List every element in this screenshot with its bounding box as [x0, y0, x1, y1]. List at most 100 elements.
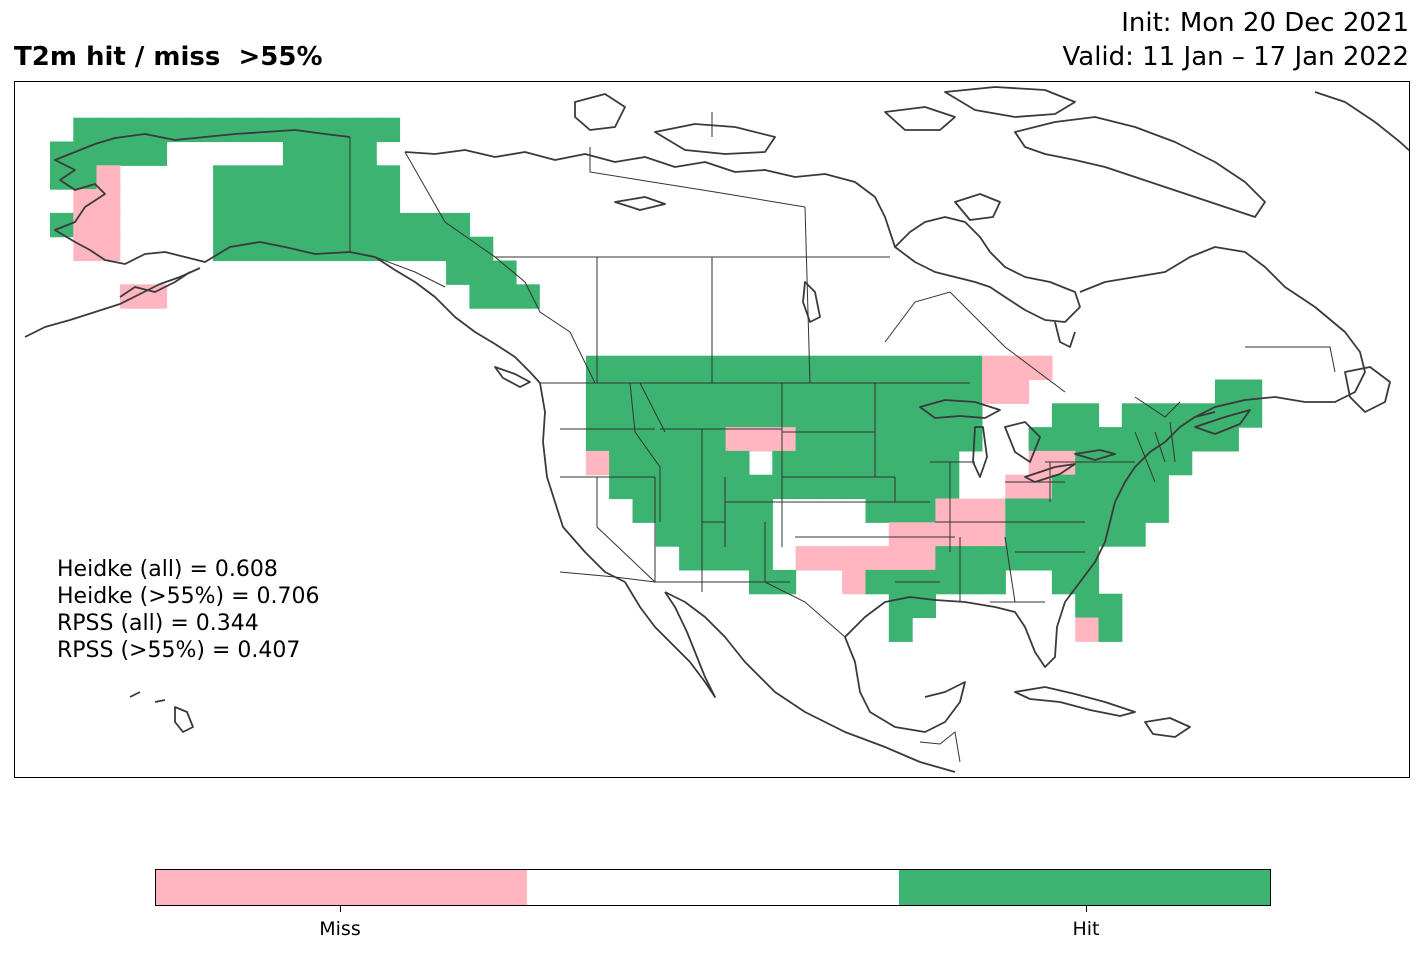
grid-cell-hit [982, 569, 1006, 595]
grid-cell-hit [306, 189, 331, 214]
grid-cell-hit [655, 427, 680, 452]
rpss-55-score: RPSS (>55%) = 0.407 [57, 638, 301, 663]
grid-cell-hit [795, 427, 820, 452]
mexico-pacific-coast [664, 591, 956, 773]
colorbar-tick-hit [1086, 906, 1087, 912]
grid-cell-hit [865, 569, 890, 595]
grid-cell-hit [259, 189, 284, 214]
grid-cell-hit [376, 236, 401, 262]
grid-cell-hit [749, 546, 773, 571]
grid-cell-hit [399, 212, 424, 238]
grid-cell-hit [655, 498, 680, 523]
grid-cell-hit [702, 427, 727, 452]
grid-cell-hit [725, 450, 750, 476]
lake-erie [1024, 463, 1076, 483]
grid-cell-hit [865, 474, 890, 500]
grid-cell-hit [352, 141, 377, 166]
colorbar-label-hit: Hit [1072, 918, 1100, 940]
grid-cell-hit [655, 474, 680, 500]
grid-cell-hit [352, 165, 377, 190]
grid-cell-miss [1005, 355, 1030, 381]
grid-cell-hit [655, 355, 680, 381]
state-border-id [629, 382, 661, 522]
grid-cell-hit [1121, 403, 1146, 428]
grid-cell-hit [818, 355, 843, 381]
grid-cell-hit [912, 450, 936, 476]
grid-cell-miss [585, 450, 610, 476]
hawaii [129, 691, 194, 733]
grid-cell-hit [1051, 427, 1076, 452]
grid-cell-hit [935, 427, 960, 452]
grid-cell-hit [1238, 403, 1263, 428]
grid-cell-hit [702, 355, 727, 381]
grid-cell-hit [655, 450, 680, 476]
grid-cell-hit [935, 403, 960, 428]
grid-cell-hit [1005, 546, 1030, 571]
grid-cell-hit [702, 403, 727, 428]
grid-cell-hit [329, 236, 354, 262]
grid-cell-hit [259, 117, 284, 143]
grid-cell-hit [515, 284, 540, 309]
grid-cell-hit [749, 474, 773, 500]
grid-cell-hit [213, 189, 237, 214]
grid-cell-hit [119, 117, 144, 143]
lake-michigan [972, 426, 988, 478]
colorbar-hit-segment [898, 870, 1270, 905]
grid-cell-hit [912, 379, 936, 404]
cuba [1014, 686, 1136, 717]
grid-cell-miss [1075, 617, 1100, 642]
grid-cell-miss [888, 546, 913, 571]
grid-cell-hit [236, 165, 261, 190]
grid-cell-miss [982, 355, 1006, 381]
colorbar-tick-miss [340, 906, 341, 912]
grid-cell-hit [399, 236, 424, 262]
grid-cell-hit [96, 141, 121, 166]
grid-cell-hit [725, 379, 750, 404]
newfoundland [1344, 366, 1391, 413]
grid-cell-hit [749, 522, 773, 547]
grid-cell-hit [376, 212, 401, 238]
grid-cell-hit [1075, 593, 1100, 619]
grid-cell-miss [818, 546, 843, 571]
grid-cell-hit [609, 379, 633, 404]
grid-cell-hit [679, 474, 703, 500]
hispaniola [1144, 717, 1191, 738]
grid-cell-hit [50, 165, 74, 190]
grid-cell-hit [632, 498, 657, 523]
grid-cell-hit [888, 427, 913, 452]
grid-cell-miss [772, 427, 797, 452]
grid-cell-hit [1028, 522, 1053, 547]
grid-cell-hit [1051, 569, 1076, 595]
grid-cell-hit [1145, 474, 1169, 500]
great-slave-lake [614, 196, 666, 211]
alaska-coast [54, 129, 376, 265]
baffin-island [1014, 116, 1266, 218]
init-date: Init: Mon 20 Dec 2021 [1121, 8, 1409, 38]
grid-cell-miss [749, 427, 773, 452]
grid-cell-hit [1121, 498, 1146, 523]
grid-cell-miss [888, 522, 913, 547]
colorbar-label-miss: Miss [319, 918, 361, 940]
grid-cell-hit [679, 427, 703, 452]
grid-cell-hit [1028, 427, 1053, 452]
grid-cell-miss [1051, 450, 1076, 476]
grid-cell-hit [795, 379, 820, 404]
state-border-al-ga [1004, 536, 1016, 603]
grid-cell-hit [958, 379, 983, 404]
lake-ontario [1074, 449, 1116, 461]
grid-cell-miss [982, 522, 1006, 547]
grid-cell-hit [725, 403, 750, 428]
grid-cell-hit [1191, 427, 1216, 452]
grid-cell-hit [842, 450, 866, 476]
grid-cell-hit [632, 450, 657, 476]
province-border-bc-ab [404, 151, 596, 384]
devon-island [884, 106, 956, 131]
grid-cell-hit [958, 403, 983, 428]
grid-cell-hit [1028, 546, 1053, 571]
grid-cell-hit [935, 355, 960, 381]
grid-cell-miss [73, 189, 98, 214]
grid-cell-miss [865, 546, 890, 571]
grid-cell-hit [865, 403, 890, 428]
grid-cell-hit [329, 212, 354, 238]
grid-cell-hit [772, 403, 797, 428]
